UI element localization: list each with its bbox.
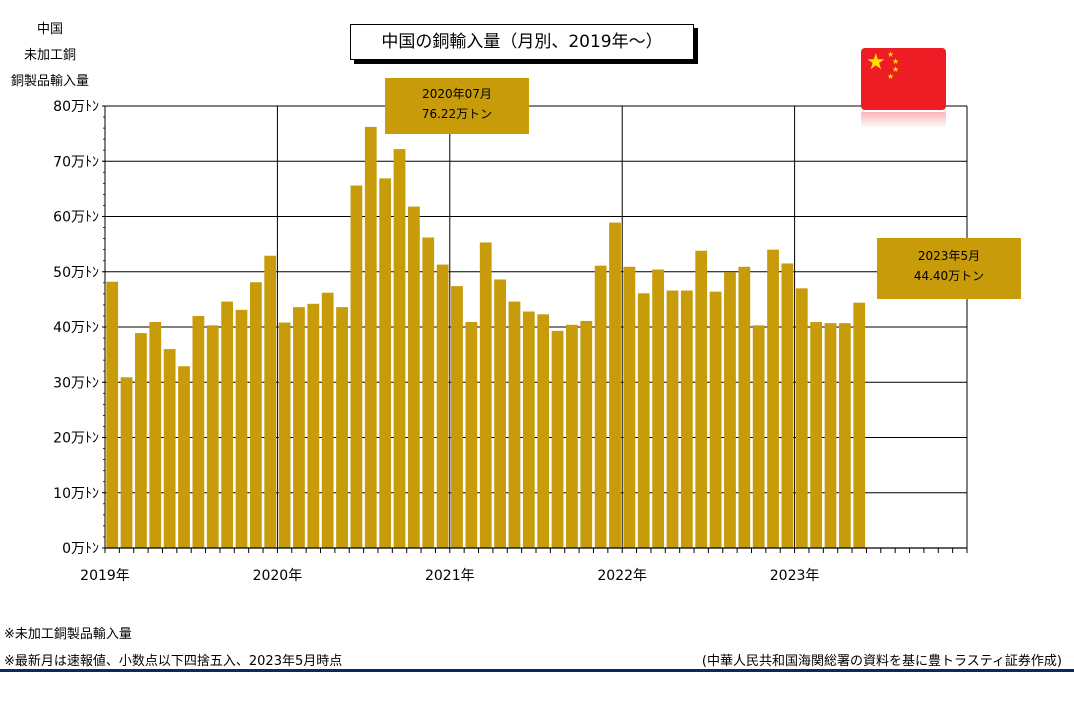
x-tick-labels: 2019年 2020年 2021年 2022年 2023年 bbox=[80, 568, 819, 584]
axes bbox=[102, 105, 968, 553]
flag-small-star-icon: ★ bbox=[887, 50, 895, 59]
callout-latest: 2023年5月 44.40万トン bbox=[877, 238, 1021, 299]
bar bbox=[838, 323, 851, 548]
y-tick-label: 20万ﾄﾝ bbox=[53, 431, 99, 447]
bar bbox=[551, 330, 564, 548]
bar bbox=[853, 302, 866, 548]
x-tick-label: 2023年 bbox=[770, 568, 820, 584]
bar bbox=[293, 307, 305, 548]
bar bbox=[666, 290, 679, 548]
bar bbox=[508, 301, 521, 548]
bar bbox=[422, 237, 435, 548]
x-tick-label: 2019年 bbox=[80, 568, 130, 584]
bar bbox=[364, 126, 377, 549]
bar bbox=[594, 265, 607, 548]
callout-latest-date: 2023年5月 bbox=[917, 249, 981, 263]
china-flag-icon: ★ ★ ★ ★ ★ bbox=[861, 48, 946, 110]
bar bbox=[795, 288, 808, 548]
y-tick-label: 80万ﾄﾝ bbox=[53, 99, 99, 115]
bar bbox=[465, 322, 478, 548]
bar bbox=[781, 263, 794, 548]
y-tick-labels: 0万ﾄﾝ 10万ﾄﾝ 20万ﾄﾝ 30万ﾄﾝ 40万ﾄﾝ 50万ﾄﾝ 60万ﾄﾝ 70万ﾄﾝ 8… bbox=[53, 99, 99, 557]
x-tick-label: 2021年 bbox=[425, 568, 475, 584]
bottom-rule bbox=[0, 669, 1074, 672]
y-tick-label: 50万ﾄﾝ bbox=[53, 265, 99, 281]
footnote-1: ※未加工銅製品輸入量 bbox=[4, 627, 132, 642]
bar bbox=[278, 322, 291, 548]
flag-small-star-icon: ★ bbox=[892, 57, 900, 66]
bars bbox=[106, 126, 866, 549]
bar bbox=[494, 279, 506, 548]
flag-big-star-icon: ★ bbox=[866, 50, 886, 75]
y-tick-label: 10万ﾄﾝ bbox=[53, 486, 99, 502]
bar bbox=[407, 206, 420, 548]
callout-peak-date: 2020年07月 bbox=[422, 87, 492, 101]
y-tick-label: 0万ﾄﾝ bbox=[62, 541, 99, 557]
bar bbox=[824, 323, 837, 548]
y-axis-label-line-2: 未加工銅 bbox=[23, 48, 76, 63]
bar bbox=[163, 349, 176, 548]
x-tick-label: 2020年 bbox=[253, 568, 303, 584]
bar bbox=[609, 222, 621, 548]
bar bbox=[652, 269, 665, 548]
bar bbox=[135, 333, 147, 548]
bar bbox=[436, 264, 449, 548]
bar bbox=[221, 301, 234, 548]
bar bbox=[537, 314, 550, 548]
y-axis-label-line-1: 中国 bbox=[36, 22, 63, 37]
y-tick-label: 40万ﾄﾝ bbox=[53, 320, 99, 336]
flag-small-star-icon: ★ bbox=[887, 72, 895, 81]
bar bbox=[120, 377, 133, 548]
bar bbox=[695, 250, 708, 548]
bar bbox=[580, 320, 593, 548]
bar bbox=[752, 325, 765, 548]
bar bbox=[522, 311, 535, 548]
flag-reflection bbox=[861, 112, 946, 128]
y-tick-label: 70万ﾄﾝ bbox=[53, 154, 99, 170]
bar bbox=[106, 281, 119, 548]
bar bbox=[249, 282, 262, 548]
bar bbox=[451, 286, 463, 548]
bar bbox=[680, 290, 693, 548]
bar bbox=[149, 322, 162, 548]
source-note: (中華人民共和国海関総署の資料を基に豊トラスティ証券作成) bbox=[701, 654, 1062, 669]
bar bbox=[637, 293, 650, 548]
y-tick-label: 60万ﾄﾝ bbox=[53, 210, 99, 226]
bar bbox=[709, 291, 722, 548]
flag-small-star-icon: ★ bbox=[892, 65, 900, 74]
bar bbox=[738, 266, 751, 548]
bar bbox=[350, 185, 363, 548]
bar bbox=[810, 322, 823, 548]
y-tick-label: 30万ﾄﾝ bbox=[53, 375, 99, 391]
bar bbox=[379, 178, 392, 548]
y-axis-label-line-3: 銅製品輸入量 bbox=[10, 74, 89, 89]
bar bbox=[192, 315, 205, 548]
grid-lines bbox=[104, 105, 968, 549]
bar bbox=[206, 325, 219, 548]
callout-peak-value: 76.22万トン bbox=[421, 107, 493, 121]
bar bbox=[336, 307, 348, 548]
callout-latest-value: 44.40万トン bbox=[913, 269, 985, 283]
bar bbox=[235, 309, 248, 548]
bar bbox=[566, 324, 578, 548]
bar bbox=[393, 149, 406, 548]
chart-title: 中国の銅輸入量（月別、2019年～） bbox=[350, 24, 694, 60]
bar bbox=[307, 303, 320, 548]
bar bbox=[767, 249, 779, 548]
bar bbox=[321, 292, 334, 548]
callout-peak: 2020年07月 76.22万トン bbox=[385, 78, 529, 134]
bar bbox=[178, 366, 190, 548]
bar bbox=[724, 272, 736, 548]
bar bbox=[264, 255, 277, 549]
x-tick-label: 2022年 bbox=[597, 568, 647, 584]
footnote-2: ※最新月は速報値、小数点以下四捨五入、2023年5月時点 bbox=[4, 654, 343, 669]
bar bbox=[479, 242, 492, 548]
bar bbox=[623, 266, 636, 548]
